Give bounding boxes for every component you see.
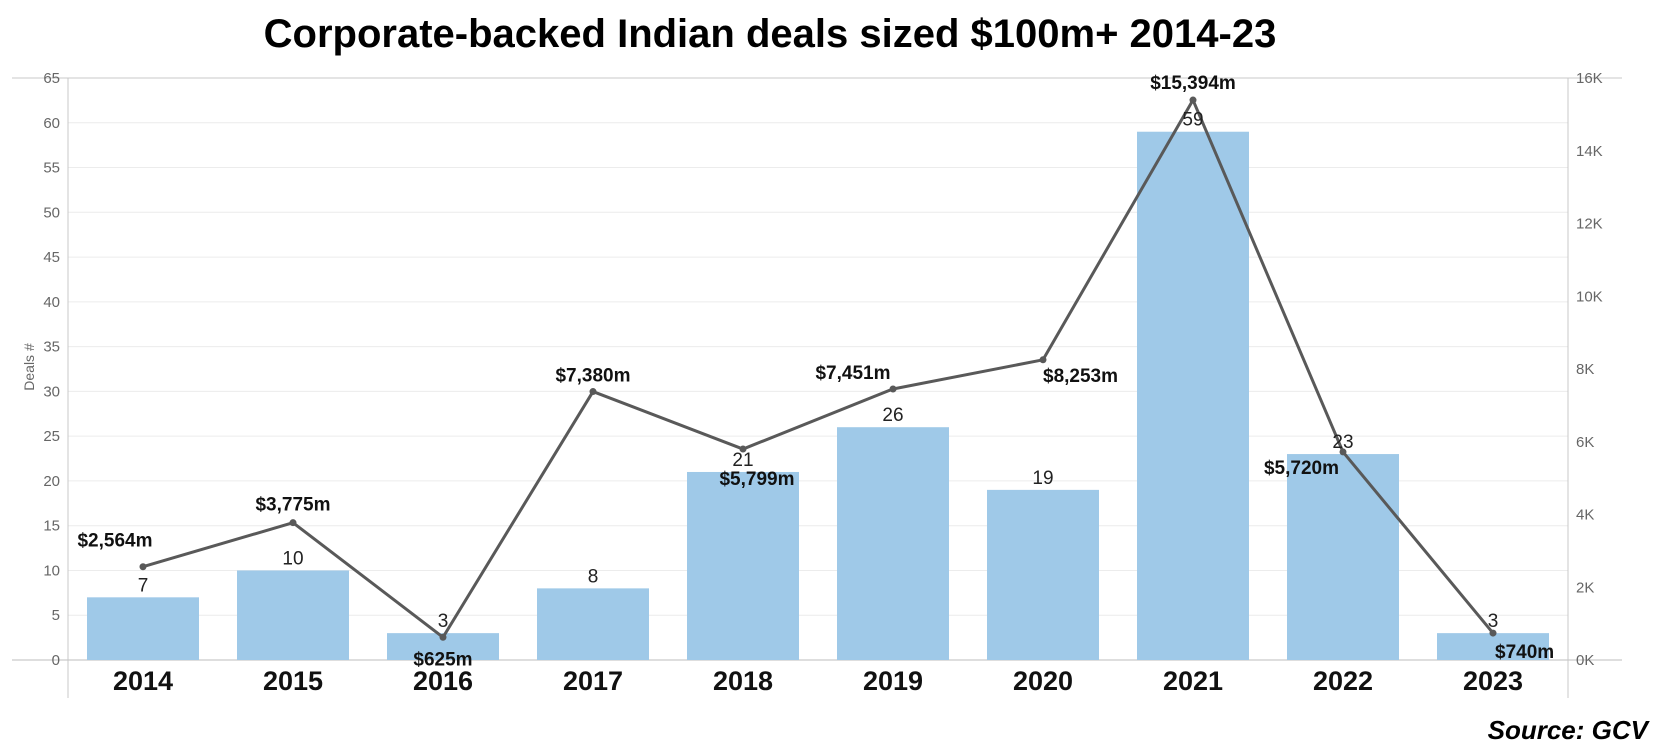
bar-2019 [837,427,949,660]
x-tick-label: 2017 [563,666,623,696]
line-point-2022 [1339,448,1347,456]
line-point-2014 [139,563,147,571]
y-right-tick-label: 8K [1576,361,1594,378]
y-left-tick-label: 65 [43,70,60,87]
x-tick-label: 2020 [1013,666,1073,696]
x-tick-label: 2022 [1313,666,1373,696]
bar-2015 [237,570,349,660]
y-left-tick-label: 40 [43,294,60,311]
line-point-2023 [1489,629,1497,637]
bar-value-label: 10 [282,548,303,569]
line-value-label: $740m [1495,642,1554,663]
x-tick-label: 2019 [863,666,923,696]
x-tick-label: 2023 [1463,666,1523,696]
y-left-tick-label: 30 [43,383,60,400]
bar-2014 [87,597,199,660]
axes: 0 5 10 15 20 25 30 35 40 45 50 55 60 65 0K 2K 4K 6K 8K 10K 1… [12,70,1622,698]
line-value-label: $5,720m [1264,458,1339,479]
source-note: Source: GCV [1487,715,1648,745]
bar-2021 [1137,131,1249,660]
line-value-label: $8,253m [1043,366,1118,387]
line-value-label: $625m [413,649,472,670]
line-value-label: $3,775m [255,495,330,516]
bar-2022 [1287,454,1399,660]
bar-value-label: 19 [1032,468,1053,489]
line-value-label: $15,394m [1150,73,1236,94]
chart-title: Corporate-backed Indian deals sized $100… [263,12,1277,56]
y-right-tick-label: 6K [1576,434,1594,451]
x-tick-label: 2018 [713,666,773,696]
y-right-tick-label: 10K [1576,288,1603,305]
bar-value-label: 23 [1332,432,1353,453]
y-left-tick-label: 10 [43,562,60,579]
bar-value-label: 7 [138,575,149,596]
y-left-tick-label: 5 [52,607,60,624]
value-line [139,96,1497,641]
y-left-tick-label: 50 [43,204,60,221]
y-left-tick-label: 20 [43,473,60,490]
line-point-2019 [889,385,897,393]
bar-value-label: 3 [438,611,449,632]
line-point-2018 [739,445,747,453]
line-point-2015 [289,519,297,527]
x-tick-label: 2016 [413,666,473,696]
x-tick-label: 2015 [263,666,323,696]
x-tick-label: 2021 [1163,666,1223,696]
y-right-tick-label: 12K [1576,216,1603,233]
y-left-tick-label: 55 [43,160,60,177]
y-left-tick-label: 45 [43,249,60,266]
line-point-2016 [439,633,447,641]
y-left-tick-label: 60 [43,115,60,132]
bar-value-label: 59 [1182,110,1203,131]
line-point-2021 [1189,96,1197,104]
line-value-label: $7,451m [815,363,890,384]
bar-2018 [687,471,799,660]
line-value-label: $2,564m [77,531,152,552]
y-axis-title: Deals # [21,343,37,391]
y-right-tick-label: 4K [1576,507,1594,524]
bar-value-label: 21 [732,450,753,471]
line-point-2020 [1039,356,1047,364]
bar-2017 [537,588,649,660]
line-value-label: $7,380m [555,366,630,387]
bar-value-label: 8 [588,566,599,587]
bar-2023 [1437,633,1549,660]
y-left-tick-label: 35 [43,339,60,356]
y-right-tick-label: 16K [1576,70,1603,87]
bar-2020 [987,489,1099,660]
bars [87,131,1549,660]
deal-value-line [142,98,1495,639]
y-right-tick-label: 0K [1576,652,1594,669]
y-left-tick-label: 0 [52,652,60,669]
line-value-label: $5,799m [719,469,794,490]
x-tick-label: 2014 [113,666,173,696]
y-left-tick-label: 15 [43,518,60,535]
gridlines [68,77,1568,616]
line-point-2017 [589,388,597,396]
y-right-tick-label: 14K [1576,143,1603,160]
y-left-tick-label: 25 [43,428,60,445]
data-labels: 7 10 3 8 21 26 19 59 23 3 $2,564m $3,775m $625m $7,38… [77,73,1554,670]
bar-value-label: 26 [882,405,903,426]
bar-value-label: 3 [1488,611,1499,632]
y-right-tick-label: 2K [1576,579,1594,596]
